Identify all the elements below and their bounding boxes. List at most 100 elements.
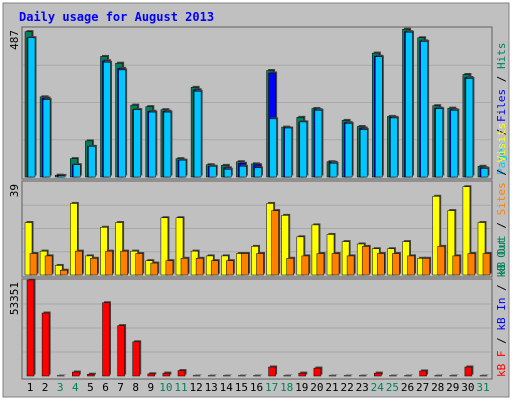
bar-pages-shadow xyxy=(59,174,67,176)
bar-visits xyxy=(462,186,471,276)
x-tick-label: 17 xyxy=(265,381,278,394)
x-tick-label: 12 xyxy=(189,381,202,394)
bar-kb xyxy=(313,367,322,377)
bar-sites xyxy=(422,258,430,276)
bar-pages xyxy=(299,121,308,178)
bar-kb xyxy=(26,279,35,377)
bar-sites xyxy=(346,255,355,276)
bar-pages xyxy=(329,162,338,178)
bar-visits xyxy=(24,222,33,276)
bar-pages xyxy=(314,110,323,178)
panel-top xyxy=(23,27,491,178)
y-max-label: 53351 xyxy=(8,282,21,315)
x-tick-label: 13 xyxy=(205,381,218,394)
bar-sites xyxy=(407,255,415,276)
legend: kB Out / Sites / Visits xyxy=(495,123,508,275)
x-tick-label: 4 xyxy=(72,381,79,394)
chart-title: Daily usage for August 2013 xyxy=(19,10,214,24)
bar-visits xyxy=(175,217,184,276)
legend-item: Sites xyxy=(495,182,508,215)
x-tick-label: 15 xyxy=(235,381,248,394)
legend-item: kB In xyxy=(495,298,508,331)
bar-pages xyxy=(118,69,126,178)
legend-item: Files xyxy=(495,89,508,122)
bar-kb xyxy=(132,341,140,377)
bar-pages xyxy=(390,117,398,178)
bar-sites xyxy=(301,255,310,276)
legend-item: Pages xyxy=(495,142,508,175)
bar-sites xyxy=(316,253,325,276)
bar-pages xyxy=(57,175,66,178)
x-tick-label: 11 xyxy=(174,381,187,394)
bar-pages xyxy=(42,99,51,178)
x-tick-label: 1 xyxy=(27,381,34,394)
x-tick-label: 24 xyxy=(371,381,385,394)
bar-pages xyxy=(435,108,443,178)
x-tick-label: 25 xyxy=(386,381,399,394)
bar-visits xyxy=(115,222,123,276)
bar-visits xyxy=(160,217,169,276)
bar-kb xyxy=(464,366,473,377)
legend: Pages / Files / Hits xyxy=(495,43,508,176)
bar-pages xyxy=(284,127,292,178)
x-tick-label: 30 xyxy=(461,381,474,394)
x-tick-label: 10 xyxy=(159,381,172,394)
x-tick-label: 26 xyxy=(401,381,414,394)
bar-sites xyxy=(467,253,476,276)
legend-item: Visits xyxy=(495,123,508,163)
bar-visits xyxy=(477,222,486,276)
bar-sites xyxy=(452,255,461,276)
bar-pages xyxy=(224,169,232,178)
panel-bottom xyxy=(23,278,491,377)
bar-sites xyxy=(392,253,400,276)
bar-sites xyxy=(210,260,219,276)
bar-sites xyxy=(286,258,294,276)
bar-sites xyxy=(135,253,143,276)
bar-sites xyxy=(165,260,174,276)
x-tick-label: 8 xyxy=(132,381,139,394)
x-tick-label: 18 xyxy=(280,381,293,394)
panel-bottom-frame xyxy=(21,278,493,380)
legend-item: kB F xyxy=(495,351,508,378)
bar-sites xyxy=(241,253,249,276)
bar-kb xyxy=(87,373,95,377)
bar-pages xyxy=(450,110,459,178)
x-tick-label: 9 xyxy=(147,381,154,394)
bar-sites xyxy=(29,253,38,276)
bar-sites xyxy=(120,250,128,276)
bar-pages xyxy=(88,146,96,178)
bar-kb xyxy=(374,372,382,377)
bar-pages xyxy=(178,159,187,178)
x-axis-labels: 1 2 3 4 5 6 7 8 9 10 11 12 13 14 15 16 17 18 19 20 21 22 23 24 2… xyxy=(27,381,490,394)
bar-sites xyxy=(271,210,279,276)
bar-pages xyxy=(73,164,81,178)
bar-pages xyxy=(27,37,36,178)
bar-pages xyxy=(133,109,141,178)
bar-visits xyxy=(447,210,456,276)
x-tick-label: 21 xyxy=(325,381,338,394)
x-tick-label: 22 xyxy=(340,381,353,394)
legend-item: kB Out xyxy=(495,238,508,278)
y-axis-labels: 487 39 53351 xyxy=(8,30,21,315)
bar-pages xyxy=(103,62,111,178)
x-tick-label: 28 xyxy=(431,381,444,394)
bar-sites xyxy=(482,253,491,276)
bar-sites xyxy=(150,262,159,276)
bar-pages xyxy=(148,111,157,178)
bar-kb xyxy=(419,370,427,377)
bar-sites xyxy=(59,269,68,276)
bar-sites xyxy=(180,258,189,276)
legend-item: kB Out xyxy=(495,235,508,275)
bar-sites xyxy=(195,258,204,276)
x-tick-label: 14 xyxy=(220,381,234,394)
bar-sites xyxy=(361,246,370,276)
bar-kb xyxy=(147,373,156,377)
bar-pages xyxy=(359,129,368,178)
legend: kB F / kB In / kB Out xyxy=(495,238,508,377)
bar-pages xyxy=(480,168,489,178)
bar-sites xyxy=(105,250,113,276)
bar-pages xyxy=(239,166,247,178)
bar-kb-shadow xyxy=(88,372,96,375)
